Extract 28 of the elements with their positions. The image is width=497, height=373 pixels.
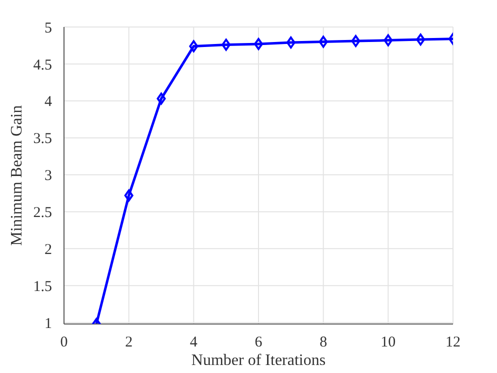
point <box>189 40 198 52</box>
point <box>156 92 166 105</box>
point <box>286 36 296 49</box>
point <box>384 34 393 46</box>
x-tick-label: 12 <box>446 334 460 351</box>
point <box>351 35 360 48</box>
y-tick-label: 1 <box>44 316 52 332</box>
y-tick-label: 4.5 <box>33 57 52 74</box>
y-tick-label: 5 <box>44 20 52 36</box>
point <box>124 189 134 202</box>
x-tick-label: 10 <box>380 334 396 351</box>
y-tick-label: 1.5 <box>33 278 52 295</box>
x-tick-label: 2 <box>125 334 133 351</box>
y-tick-label: 3 <box>44 168 52 184</box>
y-tick-label: 3.5 <box>33 131 52 148</box>
x-tick-label: 6 <box>254 334 263 351</box>
point <box>416 34 426 46</box>
y-tick-label: 2.5 <box>33 205 52 222</box>
y-tick-label: 2 <box>44 242 52 258</box>
x-axis-title: Number of Iterations <box>191 352 326 369</box>
point <box>222 38 231 51</box>
point <box>254 38 263 50</box>
x-tick-label: 4 <box>190 334 198 351</box>
point <box>318 36 328 48</box>
y-tick-label: 4 <box>44 94 52 110</box>
x-tick-label: 0 <box>60 334 68 351</box>
x-tick-label: 8 <box>320 334 328 351</box>
y-axis-title: Minimum Beam Gain <box>8 105 26 246</box>
